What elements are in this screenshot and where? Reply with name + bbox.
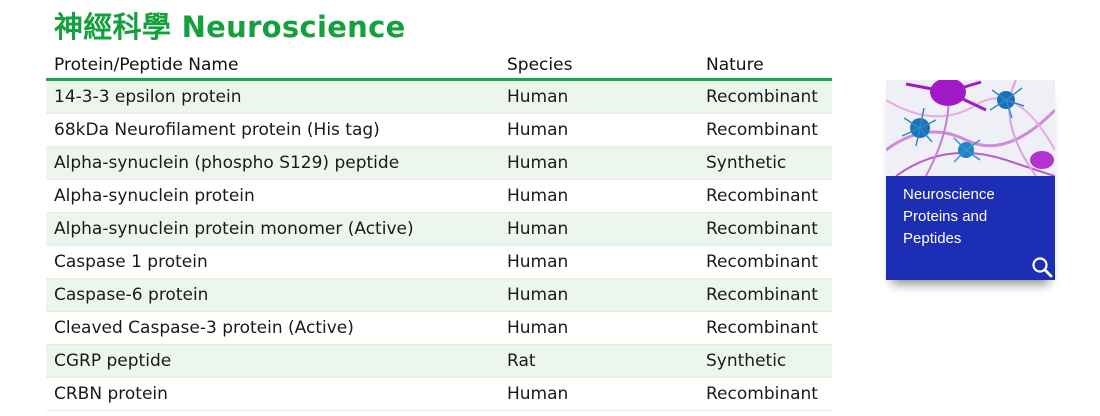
cell-nature: Recombinant bbox=[698, 79, 832, 114]
cell-nature: Synthetic bbox=[698, 344, 832, 378]
neuron-art-svg bbox=[886, 80, 1055, 176]
cell-name: Caspase 1 protein bbox=[46, 245, 499, 279]
neuron-illustration bbox=[886, 80, 1055, 176]
cell-name: 14-3-3 epsilon protein bbox=[46, 79, 499, 114]
cell-species: Human bbox=[499, 179, 698, 213]
table-row: Caspase-6 protein Human Recombinant bbox=[46, 278, 832, 312]
cell-species: Human bbox=[499, 377, 698, 411]
table-row: 68kDa Neurofilament protein (His tag) Hu… bbox=[46, 113, 832, 147]
table-row: Alpha-synuclein protein Human Recombinan… bbox=[46, 179, 832, 213]
cell-name: CRBN protein bbox=[46, 377, 499, 411]
cell-nature: Recombinant bbox=[698, 278, 832, 312]
brochure-cover[interactable]: Neuroscience Proteins and Peptides bbox=[886, 80, 1055, 280]
table-header-row: Protein/Peptide Name Species Nature bbox=[46, 52, 832, 81]
header-nature: Nature bbox=[698, 52, 832, 81]
cell-species: Human bbox=[499, 311, 698, 345]
cell-name: CGRP peptide bbox=[46, 344, 499, 378]
cell-nature: Recombinant bbox=[698, 311, 832, 345]
cell-nature: Recombinant bbox=[698, 377, 832, 411]
cell-name: Cleaved Caspase-3 protein (Active) bbox=[46, 311, 499, 345]
cell-nature: Recombinant bbox=[698, 245, 832, 279]
cell-name: Alpha-synuclein protein bbox=[46, 179, 499, 213]
cell-name: 68kDa Neurofilament protein (His tag) bbox=[46, 113, 499, 147]
cell-name: Caspase-6 protein bbox=[46, 278, 499, 312]
cell-species: Human bbox=[499, 79, 698, 114]
table-row: Cleaved Caspase-3 protein (Active) Human… bbox=[46, 311, 832, 345]
table-row: Alpha-synuclein protein monomer (Active)… bbox=[46, 212, 832, 246]
brochure-title-line: Neuroscience bbox=[903, 186, 995, 203]
header-protein-name: Protein/Peptide Name bbox=[46, 52, 499, 81]
brochure-title-line: Proteins and bbox=[903, 208, 988, 225]
brochure-title: Neuroscience Proteins and Peptides bbox=[903, 184, 1043, 250]
brochure-title-line: Peptides bbox=[903, 230, 962, 247]
page-title: 神經科學 Neuroscience bbox=[54, 10, 406, 44]
cell-species: Human bbox=[499, 278, 698, 312]
cell-nature: Recombinant bbox=[698, 179, 832, 213]
cell-species: Human bbox=[499, 212, 698, 246]
cell-nature: Recombinant bbox=[698, 113, 832, 147]
cell-nature: Synthetic bbox=[698, 146, 832, 180]
cell-nature: Recombinant bbox=[698, 212, 832, 246]
table-row: 14-3-3 epsilon protein Human Recombinant bbox=[46, 79, 832, 114]
products-table-container: Protein/Peptide Name Species Nature 14-3… bbox=[46, 52, 832, 411]
cell-species: Human bbox=[499, 146, 698, 180]
cell-name: Alpha-synuclein protein monomer (Active) bbox=[46, 212, 499, 246]
header-species: Species bbox=[499, 52, 698, 81]
cell-species: Human bbox=[499, 113, 698, 147]
cell-species: Rat bbox=[499, 344, 698, 378]
table-row: CRBN protein Human Recombinant bbox=[46, 377, 832, 411]
table-row: CGRP peptide Rat Synthetic bbox=[46, 344, 832, 378]
table-row: Caspase 1 protein Human Recombinant bbox=[46, 245, 832, 279]
cell-name: Alpha-synuclein (phospho S129) peptide bbox=[46, 146, 499, 180]
table-row: Alpha-synuclein (phospho S129) peptide H… bbox=[46, 146, 832, 180]
cell-species: Human bbox=[499, 245, 698, 279]
magnifier-icon[interactable] bbox=[1031, 256, 1053, 278]
products-table: Protein/Peptide Name Species Nature 14-3… bbox=[46, 52, 832, 411]
